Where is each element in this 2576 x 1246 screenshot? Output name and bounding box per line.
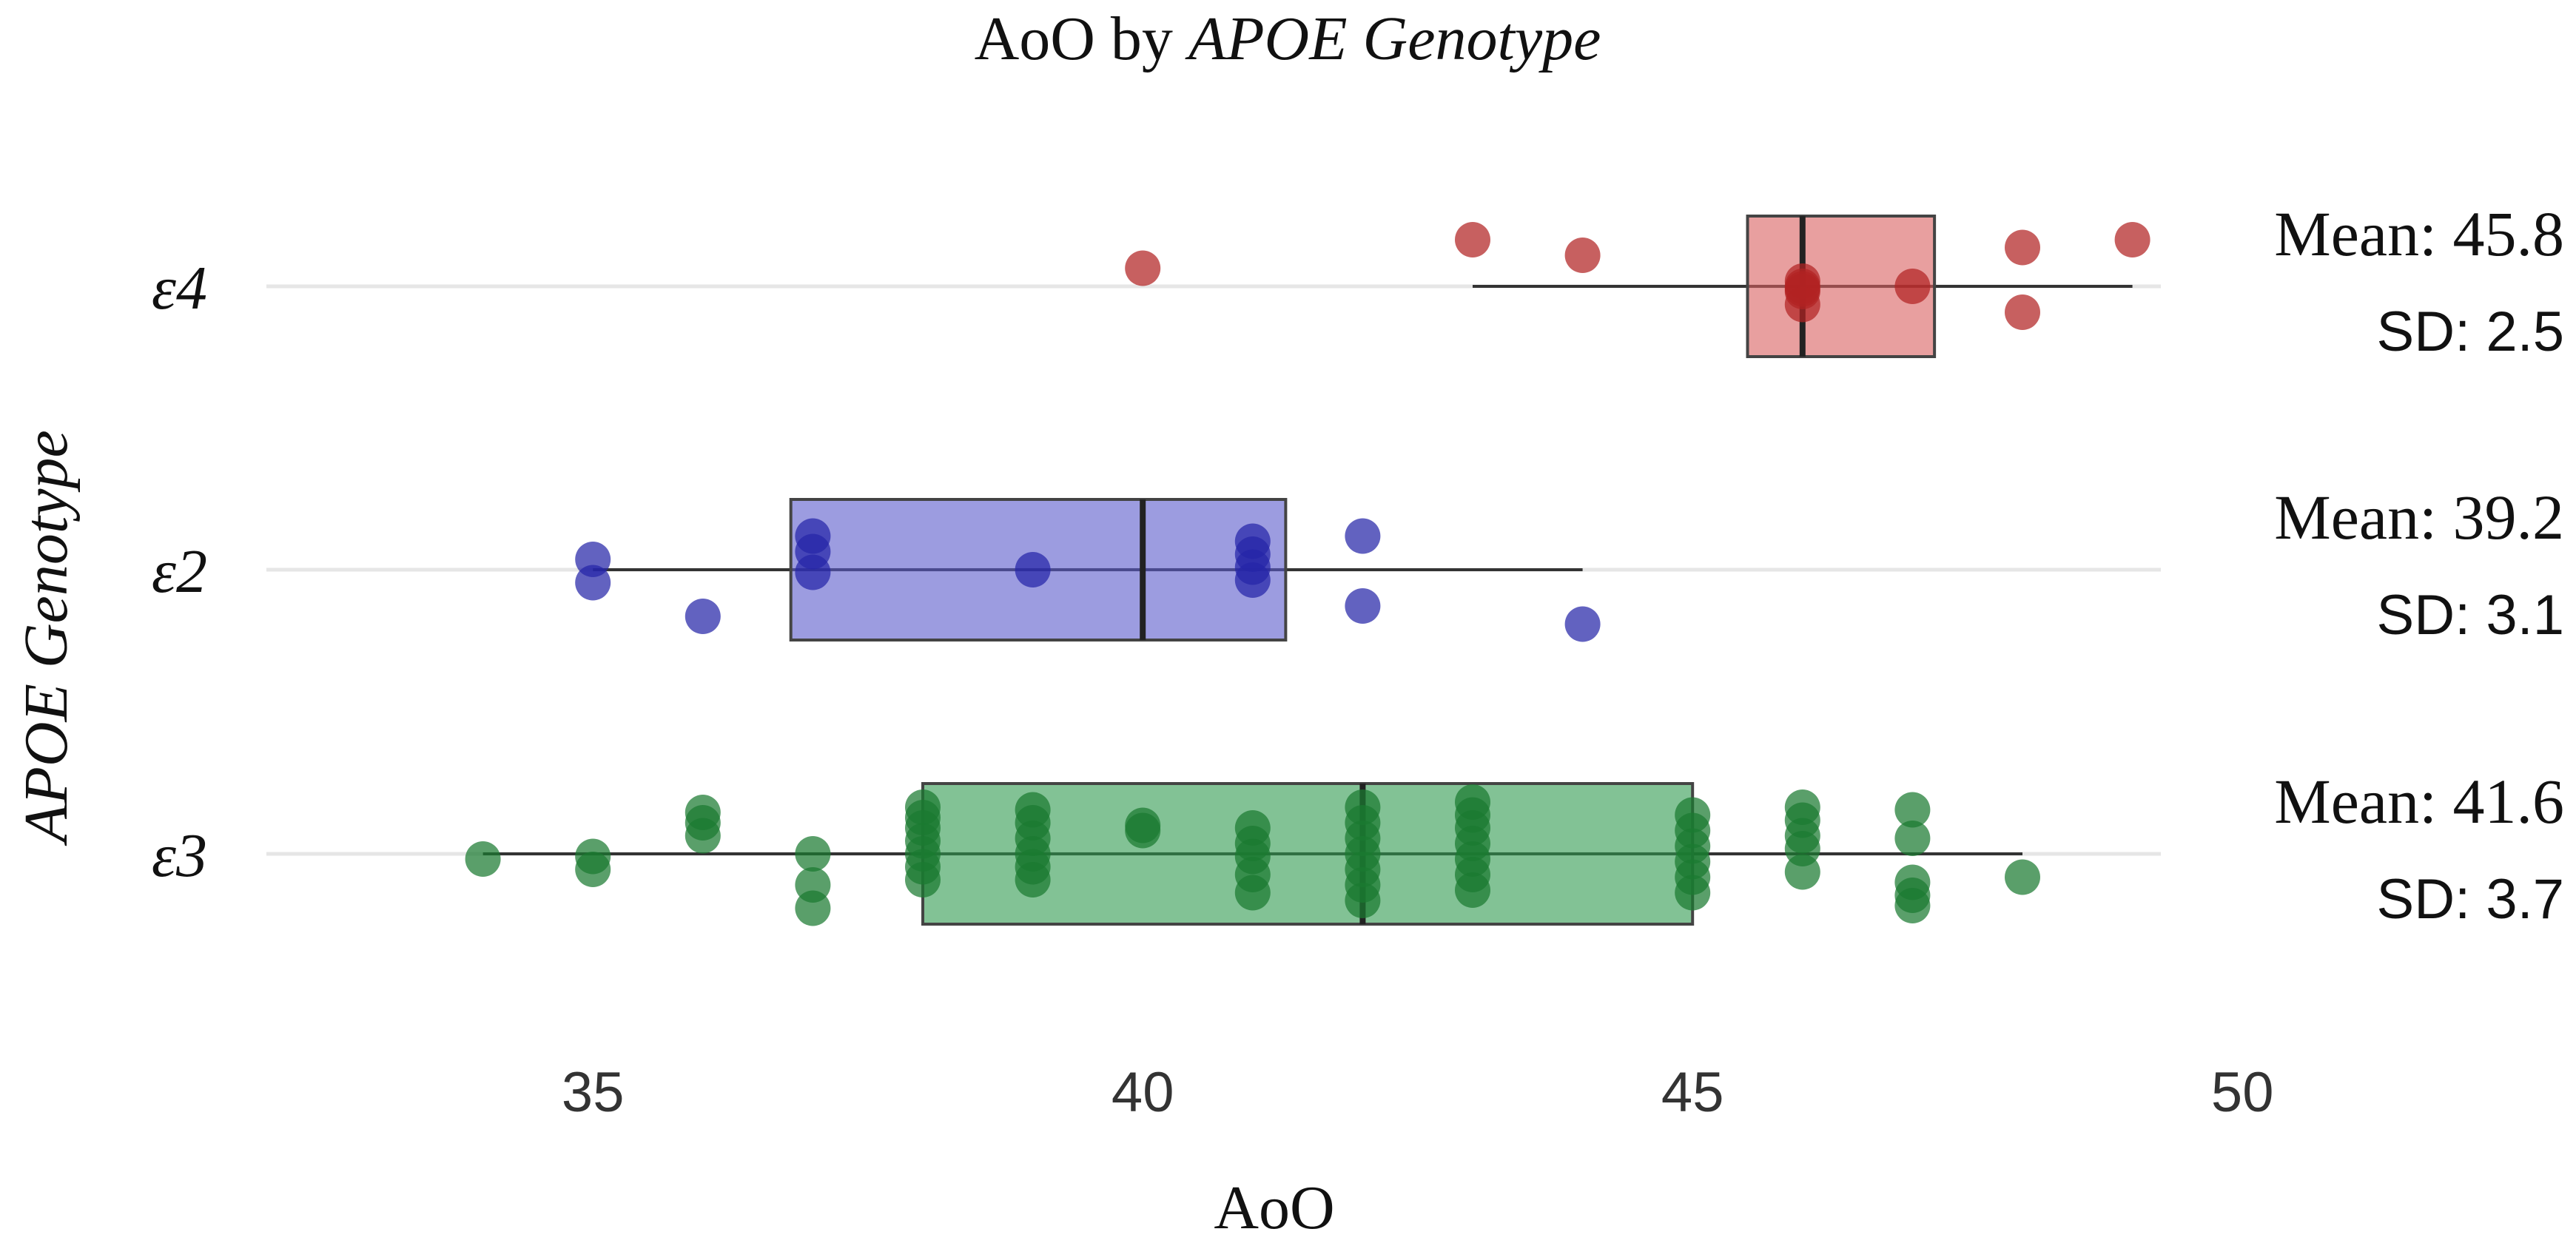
mean-label: Mean: 39.2 [2274,482,2564,553]
y-tick-label: ε2 [152,537,207,606]
sd-label: SD: 3.7 [2377,868,2564,931]
data-point [1564,238,1601,273]
mean-label: Mean: 45.8 [2274,198,2564,269]
x-tick-label: 35 [562,1061,625,1124]
x-axis-label: AoO [1214,1173,1334,1242]
data-point [1894,269,1931,304]
sd-label: SD: 2.5 [2377,300,2564,363]
data-point [1784,286,1820,323]
data-point [465,841,501,877]
y-tick-labels: ε4 ε2 ε3 [152,254,207,890]
data-point [1015,862,1051,898]
x-tick-label: 45 [1661,1061,1724,1124]
data-point [2005,229,2040,266]
data-point [2114,222,2150,257]
x-tick-label: 40 [1112,1061,1174,1124]
data-point [1455,872,1490,908]
data-point [1345,518,1381,554]
data-point [795,890,831,926]
data-point [905,862,941,898]
data-point [1894,888,1931,923]
x-tick-labels: 35 40 45 50 [562,1061,2274,1124]
data-point [2005,294,2040,330]
data-point [1234,562,1271,598]
data-point [685,818,721,854]
data-point [1455,222,1490,257]
data-point [2005,859,2040,895]
data-point [795,554,831,590]
y-axis-label: APOE Genotype [12,430,81,846]
chart-title: AoO by APOE Genotype [975,4,1601,73]
data-point [1125,812,1161,849]
y-tick-label: ε4 [152,254,207,323]
mean-label: Mean: 41.6 [2274,766,2564,837]
data-point [1345,883,1381,918]
data-points [465,222,2150,926]
data-point [1894,821,1931,856]
data-point [1675,875,1711,911]
stats-annotations: Mean: 45.8 SD: 2.5 Mean: 39.2 SD: 3.1 Mean: … [2274,198,2564,931]
data-point [1345,588,1381,624]
data-point [795,836,831,872]
data-point [575,565,611,601]
data-point [1564,606,1601,642]
sd-label: SD: 3.1 [2377,584,2564,647]
y-tick-label: ε3 [152,821,207,890]
data-point [685,599,721,634]
data-point [1234,875,1271,911]
x-tick-label: 50 [2211,1061,2274,1124]
data-point [1125,250,1161,286]
data-point [1784,854,1820,890]
data-point [575,852,611,887]
data-point [1015,552,1051,587]
data-point [1894,792,1931,828]
